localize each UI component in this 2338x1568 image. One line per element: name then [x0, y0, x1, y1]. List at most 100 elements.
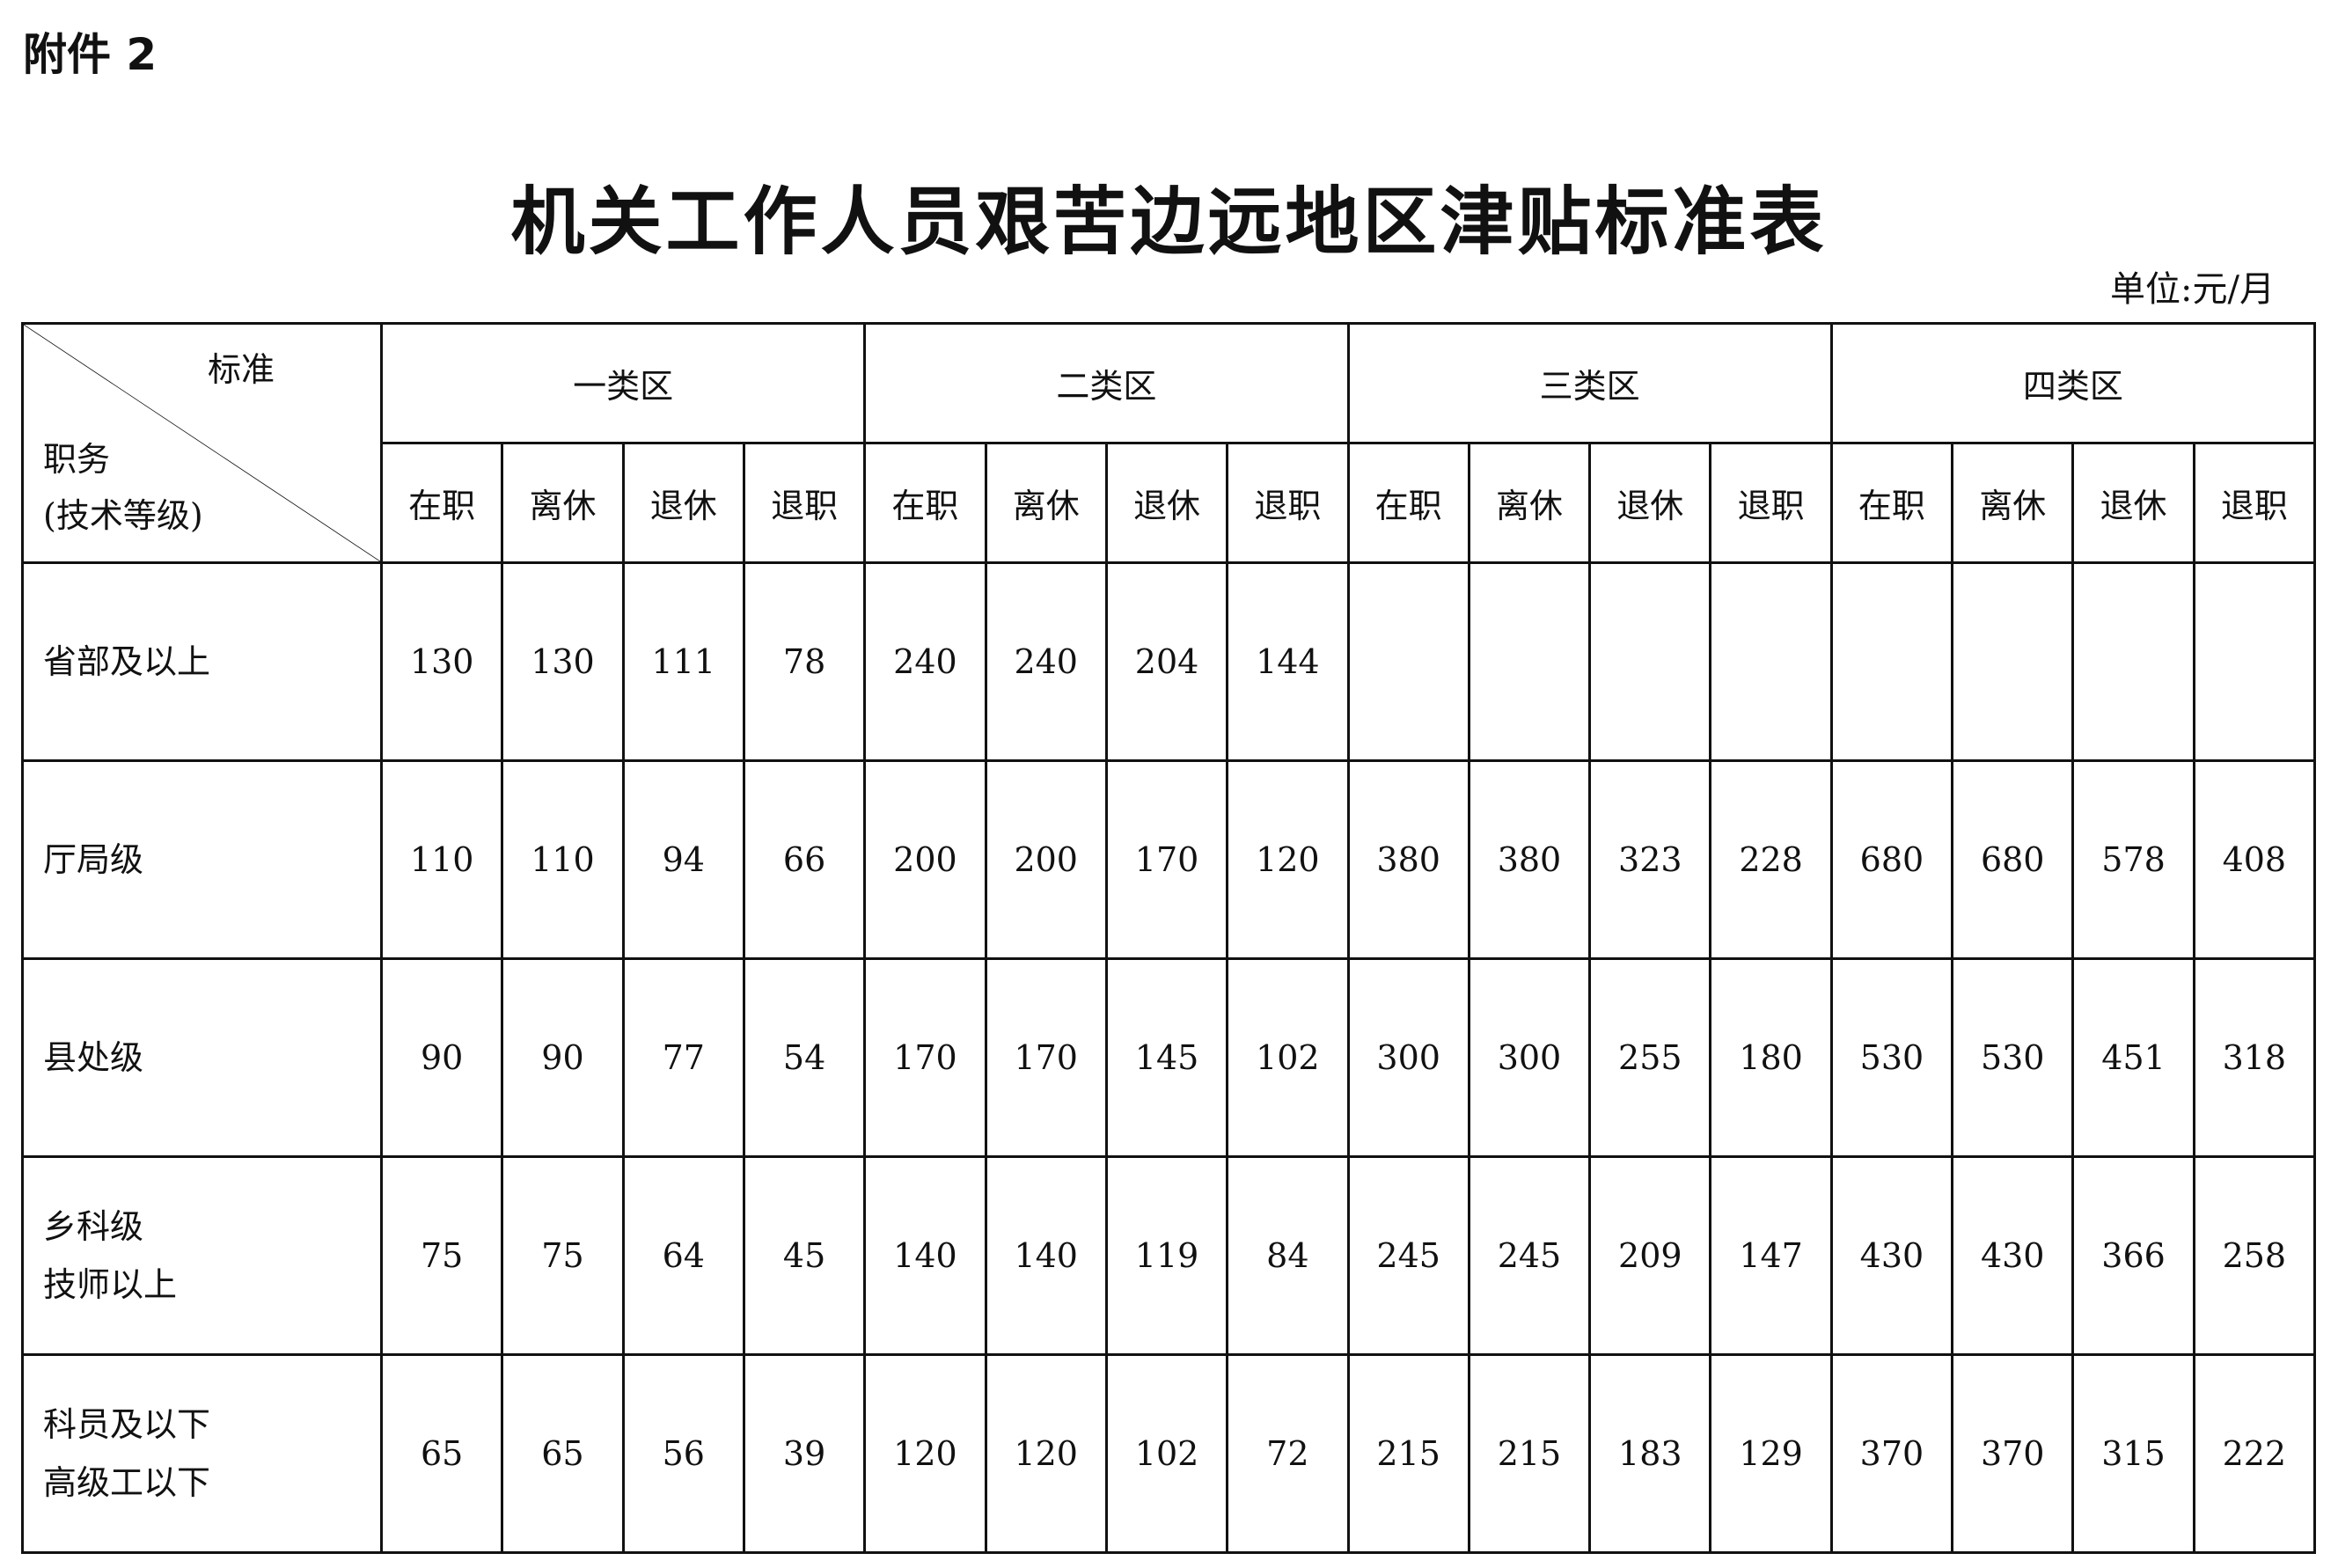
table-cell: 245 — [1467, 1155, 1592, 1356]
table-row: 省部及以上 130 130 111 78 240 240 204 144 — [21, 561, 2317, 762]
table-cell: 370 — [1951, 1353, 2075, 1554]
corner-standard-label: 标准 — [207, 350, 275, 389]
status-header: 在职 — [379, 442, 504, 564]
table-cell — [1951, 561, 2075, 762]
table-cell: 78 — [742, 561, 867, 762]
table-cell: 200 — [984, 759, 1108, 960]
row-label: 厅局级 — [21, 759, 383, 960]
table-cell: 39 — [742, 1353, 867, 1554]
table-cell: 366 — [2071, 1155, 2195, 1356]
table-cell: 72 — [1226, 1353, 1350, 1554]
table-cell: 75 — [501, 1155, 625, 1356]
table-cell: 680 — [1829, 759, 1954, 960]
zone-header: 二类区 — [863, 322, 1350, 444]
table-cell: 64 — [621, 1155, 745, 1356]
table-cell: 215 — [1346, 1353, 1470, 1554]
table-cell: 140 — [863, 1155, 987, 1356]
table-cell: 300 — [1467, 957, 1592, 1158]
table-cell: 370 — [1829, 1353, 1954, 1554]
table-cell: 84 — [1226, 1155, 1350, 1356]
corner-position-label: 职务 — [43, 440, 111, 479]
table-cell: 215 — [1467, 1353, 1592, 1554]
table-cell — [2071, 561, 2195, 762]
table-cell — [1588, 561, 1712, 762]
status-header: 离休 — [1467, 442, 1592, 564]
corner-grade-label: (技术等级) — [43, 496, 203, 535]
unit-label: 单位:元/月 — [2110, 269, 2275, 310]
table-cell: 102 — [1226, 957, 1350, 1158]
table-cell: 54 — [742, 957, 867, 1158]
status-header: 退职 — [742, 442, 867, 564]
row-label: 乡科级 技师以上 — [21, 1155, 383, 1356]
table-cell — [1829, 561, 1954, 762]
table-cell: 66 — [742, 759, 867, 960]
table-cell: 45 — [742, 1155, 867, 1356]
status-header: 退职 — [2192, 442, 2317, 564]
table-cell: 119 — [1104, 1155, 1229, 1356]
table-cell: 111 — [621, 561, 745, 762]
table-cell — [1467, 561, 1592, 762]
row-label-line: 科员及以下 — [43, 1405, 211, 1444]
row-label: 科员及以下 高级工以下 — [21, 1353, 383, 1554]
table-cell: 170 — [863, 957, 987, 1158]
corner-header: 标准 职务 (技术等级) — [21, 322, 383, 564]
table-cell: 530 — [1829, 957, 1954, 1158]
table-cell: 130 — [501, 561, 625, 762]
table-cell: 77 — [621, 957, 745, 1158]
table-cell: 140 — [984, 1155, 1108, 1356]
table-cell: 204 — [1104, 561, 1229, 762]
row-label-line: 乡科级 — [43, 1207, 144, 1246]
table-cell: 129 — [1709, 1353, 1833, 1554]
row-label-line: 县处级 — [43, 1038, 144, 1077]
status-header: 离休 — [984, 442, 1108, 564]
table-cell: 578 — [2071, 759, 2195, 960]
row-label-line: 省部及以上 — [43, 642, 211, 681]
table-cell: 94 — [621, 759, 745, 960]
table-cell: 240 — [863, 561, 987, 762]
table-cell: 120 — [1226, 759, 1350, 960]
table-cell: 56 — [621, 1353, 745, 1554]
table-cell: 300 — [1346, 957, 1470, 1158]
table-cell: 430 — [1829, 1155, 1954, 1356]
status-header: 在职 — [1346, 442, 1470, 564]
table-cell: 75 — [379, 1155, 504, 1356]
table-cell: 680 — [1951, 759, 2075, 960]
table-cell: 110 — [501, 759, 625, 960]
status-header: 退职 — [1226, 442, 1350, 564]
table-cell: 451 — [2071, 957, 2195, 1158]
table-cell: 380 — [1346, 759, 1470, 960]
table-cell: 90 — [501, 957, 625, 1158]
document-title: 机关工作人员艰苦边远地区津贴标准表 — [510, 179, 1828, 265]
table-cell: 318 — [2192, 957, 2317, 1158]
status-header: 退职 — [1709, 442, 1833, 564]
table-cell: 209 — [1588, 1155, 1712, 1356]
allowance-table: 标准 职务 (技术等级) 一类区 二类区 三类区 四类区 在职 离休 退休 退职 在职 离休 退休退… — [21, 322, 2317, 1554]
attachment-label: 附件 2 — [23, 29, 158, 80]
table-cell: 183 — [1588, 1353, 1712, 1554]
row-label: 县处级 — [21, 957, 383, 1158]
status-header: 在职 — [1829, 442, 1954, 564]
table-cell: 222 — [2192, 1353, 2317, 1554]
table-cell: 323 — [1588, 759, 1712, 960]
table-cell: 120 — [863, 1353, 987, 1554]
row-label-line: 厅局级 — [43, 840, 144, 879]
table-cell: 430 — [1951, 1155, 2075, 1356]
table-cell — [1709, 561, 1833, 762]
table-cell: 315 — [2071, 1353, 2195, 1554]
zone-header: 四类区 — [1829, 322, 2317, 444]
status-header: 离休 — [1951, 442, 2075, 564]
table-cell: 180 — [1709, 957, 1833, 1158]
table-cell: 380 — [1467, 759, 1592, 960]
table-cell: 120 — [984, 1353, 1108, 1554]
table-cell: 102 — [1104, 1353, 1229, 1554]
table-cell: 228 — [1709, 759, 1833, 960]
table-cell: 170 — [984, 957, 1108, 1158]
status-header: 退休 — [621, 442, 745, 564]
table-cell: 147 — [1709, 1155, 1833, 1356]
table-cell: 130 — [379, 561, 504, 762]
row-label: 省部及以上 — [21, 561, 383, 762]
table-row: 科员及以下 高级工以下 65 65 56 39 120 120 102 72 215 215 183 12… — [21, 1353, 2317, 1554]
table-cell: 145 — [1104, 957, 1229, 1158]
table-cell: 170 — [1104, 759, 1229, 960]
table-cell: 65 — [379, 1353, 504, 1554]
